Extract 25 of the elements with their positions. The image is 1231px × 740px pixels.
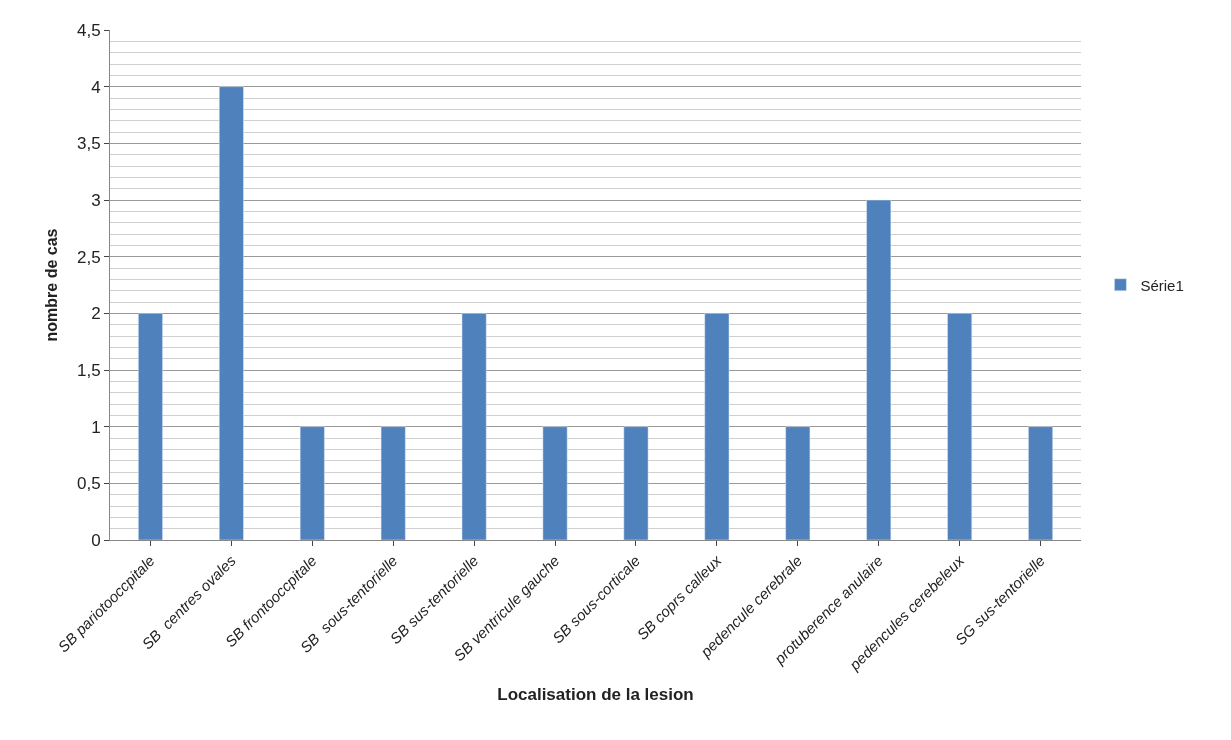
y-tick-label: 3,5	[76, 134, 101, 154]
bar	[380, 426, 406, 540]
y-tick-label: 2	[91, 304, 101, 324]
bar	[461, 313, 487, 540]
y-tick-label: 0	[91, 530, 101, 550]
y-tick-label: 3	[91, 190, 101, 210]
bar	[704, 313, 730, 540]
bar	[218, 86, 244, 540]
bar	[1028, 426, 1053, 540]
y-tick-label: 0,5	[76, 474, 101, 494]
y-axis-title: nombre de cas	[42, 228, 60, 342]
legend-label: Série1	[1140, 276, 1184, 294]
bar	[866, 199, 892, 540]
bar	[785, 426, 811, 540]
bar	[138, 313, 163, 540]
y-tick-label: 2,5	[76, 247, 101, 267]
bar	[623, 426, 649, 540]
y-tick-label: 4	[91, 77, 101, 97]
x-axis-title: Localisation de la lesion	[497, 685, 694, 705]
y-tick-label: 1,5	[76, 360, 101, 380]
bar	[947, 313, 973, 540]
y-tick-label: 4,5	[76, 20, 101, 40]
bar	[542, 426, 568, 540]
y-tick-label: 1	[91, 417, 101, 437]
bar	[299, 426, 325, 540]
